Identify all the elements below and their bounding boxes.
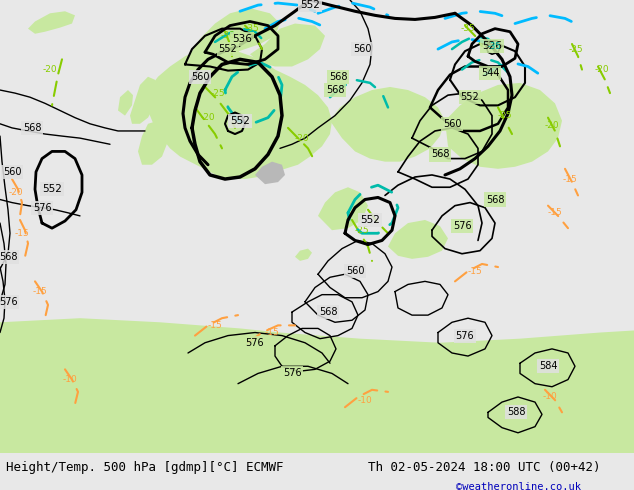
Text: -25: -25 (210, 89, 225, 98)
Polygon shape (28, 11, 75, 34)
Polygon shape (190, 8, 280, 59)
Text: 568: 568 (486, 195, 504, 204)
Text: 560: 560 (3, 167, 22, 177)
Polygon shape (318, 187, 368, 230)
Polygon shape (445, 83, 562, 169)
Text: -35: -35 (461, 24, 476, 33)
Text: -25: -25 (354, 226, 370, 235)
Polygon shape (250, 24, 325, 67)
Text: -10: -10 (358, 395, 372, 405)
Text: 560: 560 (443, 119, 462, 129)
Text: Height/Temp. 500 hPa [gdmp][°C] ECMWF: Height/Temp. 500 hPa [gdmp][°C] ECMWF (6, 462, 284, 474)
Text: 560: 560 (353, 44, 372, 54)
Text: -20: -20 (201, 113, 216, 122)
Text: -15: -15 (15, 229, 29, 238)
Polygon shape (330, 87, 445, 162)
Text: 576: 576 (33, 203, 51, 213)
Text: -25: -25 (569, 45, 583, 53)
Polygon shape (130, 77, 158, 124)
Text: -25: -25 (498, 111, 512, 120)
Text: 568: 568 (319, 307, 337, 317)
Text: 588: 588 (507, 407, 525, 417)
Text: 576: 576 (453, 221, 471, 231)
Text: -20: -20 (9, 188, 23, 197)
Text: 576: 576 (246, 338, 264, 348)
Text: ©weatheronline.co.uk: ©weatheronline.co.uk (456, 482, 581, 490)
Text: 536: 536 (232, 34, 252, 44)
Polygon shape (295, 248, 312, 261)
Text: -35: -35 (487, 42, 501, 50)
Text: 544: 544 (481, 68, 499, 77)
Polygon shape (255, 162, 285, 184)
Text: Th 02-05-2024 18:00 UTC (00+42): Th 02-05-2024 18:00 UTC (00+42) (368, 462, 600, 474)
Text: 552: 552 (219, 44, 237, 54)
Text: -20: -20 (545, 122, 559, 130)
Polygon shape (138, 121, 168, 165)
Text: -35: -35 (245, 24, 259, 33)
Text: 552: 552 (230, 116, 250, 126)
Text: 568: 568 (329, 72, 347, 82)
Text: -15: -15 (548, 208, 562, 217)
Text: 552: 552 (461, 92, 479, 102)
Text: 552: 552 (42, 184, 62, 194)
Text: -15: -15 (468, 267, 482, 276)
Text: -20: -20 (42, 65, 57, 74)
Text: -15: -15 (562, 174, 578, 184)
Text: -30: -30 (221, 31, 235, 40)
Text: 568: 568 (430, 149, 450, 159)
Text: -15: -15 (32, 287, 48, 296)
Text: 560: 560 (191, 72, 209, 82)
Polygon shape (0, 318, 634, 453)
Text: -20: -20 (595, 65, 609, 74)
Text: 576: 576 (456, 331, 474, 341)
Text: 576: 576 (283, 368, 301, 378)
Polygon shape (118, 90, 133, 116)
Text: -15: -15 (207, 321, 223, 330)
Text: 568: 568 (23, 123, 41, 133)
Text: 552: 552 (300, 0, 320, 10)
Text: -10: -10 (543, 392, 557, 401)
Text: -10: -10 (63, 375, 77, 384)
Text: -20: -20 (295, 134, 309, 143)
Text: 526: 526 (482, 41, 502, 51)
Text: 560: 560 (346, 266, 365, 276)
Text: 584: 584 (539, 361, 557, 371)
Polygon shape (388, 220, 448, 259)
Text: 576: 576 (0, 297, 17, 307)
Text: 568: 568 (0, 252, 17, 262)
Polygon shape (148, 46, 332, 179)
Text: 552: 552 (360, 215, 380, 225)
Text: 568: 568 (326, 85, 344, 95)
Text: -15: -15 (264, 328, 280, 337)
